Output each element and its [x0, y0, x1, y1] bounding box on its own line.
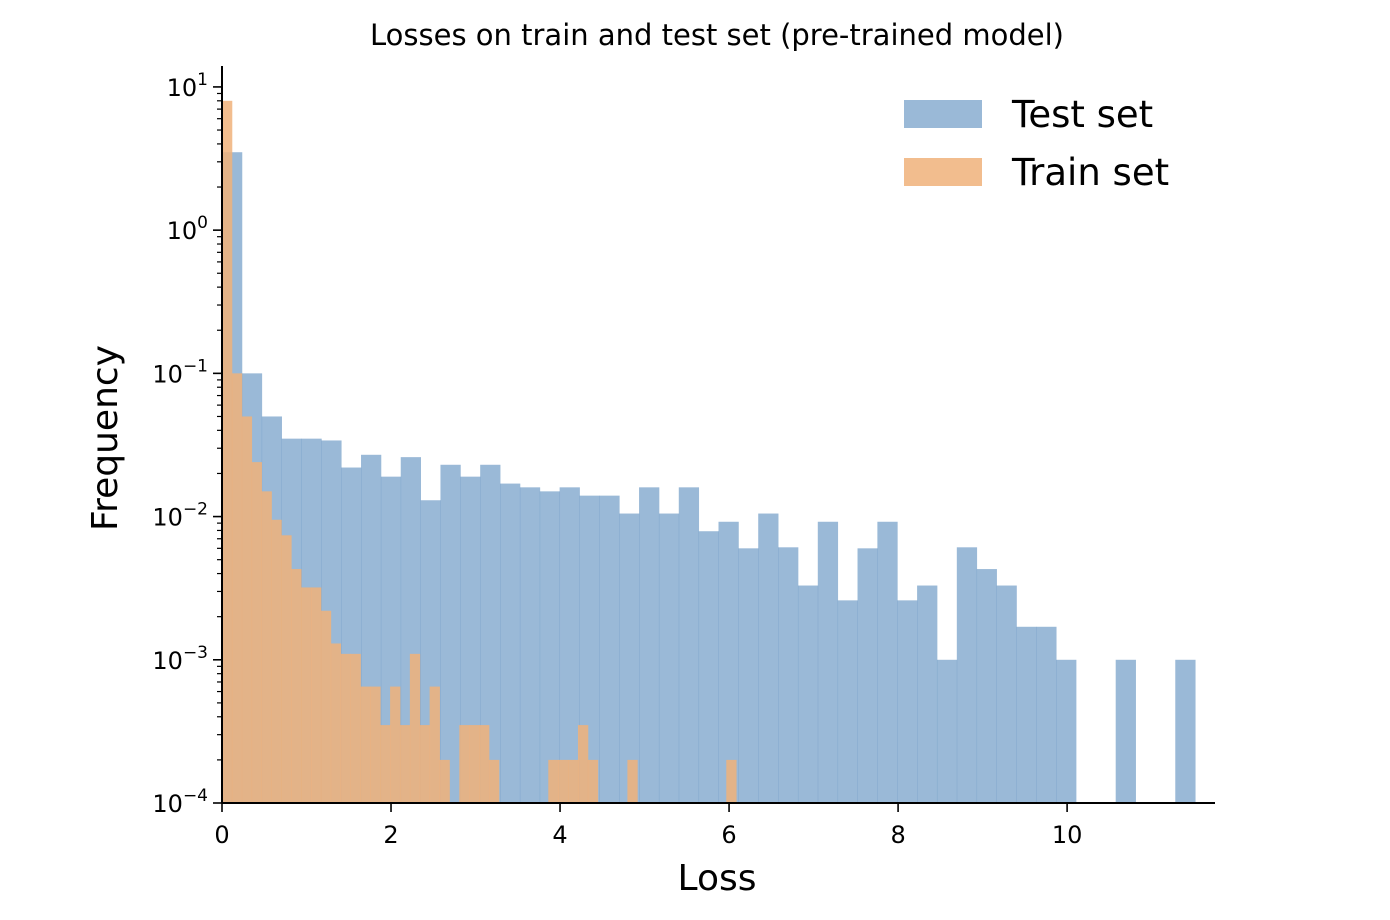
x-tick-label: 10 — [1052, 821, 1083, 849]
histogram-bar — [568, 759, 579, 803]
y-tick-label: 10−2 — [152, 500, 208, 532]
histogram-bar — [778, 547, 799, 803]
histogram-bar — [241, 416, 253, 803]
tick-labels: 0 2 4 6 8 10 10−4 10−3 10−2 10−1 100 101 — [152, 70, 1082, 849]
histogram-bar — [996, 585, 1017, 803]
histogram-bar — [231, 373, 243, 803]
x-tick-label: 4 — [552, 821, 567, 849]
legend-label: Test set — [1011, 93, 1153, 136]
histogram-bar — [350, 653, 361, 803]
histogram-bar — [627, 759, 638, 803]
histogram-bar — [877, 521, 898, 803]
histogram-bar — [639, 487, 660, 803]
histogram-bar — [360, 686, 371, 803]
histogram-bar — [281, 535, 292, 803]
legend-swatch — [904, 100, 982, 128]
histogram-bar — [459, 725, 470, 803]
histogram-bar — [301, 587, 312, 803]
histogram-bar — [439, 759, 450, 803]
histogram-bar — [698, 531, 719, 803]
y-tick-label: 101 — [167, 70, 208, 102]
histogram-bar — [587, 759, 599, 803]
histogram-bar — [261, 491, 272, 803]
histogram-bar — [399, 725, 411, 803]
histogram-bar — [837, 600, 858, 803]
histogram-bar — [976, 569, 997, 803]
histogram-bar — [380, 725, 391, 803]
histogram-bar — [956, 547, 978, 803]
histogram-bar — [419, 725, 431, 803]
histogram-bar — [488, 759, 500, 803]
histogram-bar — [658, 513, 680, 803]
histogram-bar — [291, 569, 302, 803]
histogram-bar — [370, 686, 381, 803]
histogram-bar — [519, 487, 541, 803]
histogram-bar — [558, 759, 569, 803]
histogram-bar — [340, 653, 351, 803]
histogram-bar — [857, 548, 878, 803]
histogram-bars — [222, 100, 1196, 804]
histogram-bar — [936, 659, 958, 803]
y-axis-label: Frequency — [85, 345, 126, 531]
histogram-bar — [222, 100, 233, 803]
histogram-bar — [271, 519, 282, 803]
histogram-bar — [429, 686, 440, 803]
histogram-bar — [330, 643, 342, 803]
y-tick-label: 10−1 — [152, 356, 208, 388]
histogram-bar — [678, 487, 700, 803]
histogram-bar — [817, 521, 839, 803]
histogram-bar — [726, 759, 737, 803]
legend-swatch — [904, 158, 982, 186]
x-tick-label: 2 — [383, 821, 398, 849]
histogram-bar — [539, 491, 561, 803]
histogram-bar — [460, 476, 481, 803]
chart-title: Losses on train and test set (pre-traine… — [370, 18, 1064, 52]
histogram-bar — [320, 610, 332, 803]
axes — [213, 66, 1215, 812]
histogram-bar — [390, 686, 401, 803]
histogram-bar — [1016, 626, 1037, 803]
histogram-bar — [251, 462, 262, 803]
y-tick-label: 10−4 — [152, 786, 208, 818]
histogram-bar — [469, 725, 480, 803]
x-tick-label: 0 — [214, 821, 229, 849]
legend: Test set Train set — [904, 93, 1169, 194]
y-tick-label: 10−3 — [152, 643, 208, 675]
x-tick-label: 8 — [890, 821, 905, 849]
histogram-bar — [897, 600, 918, 803]
histogram-bar — [440, 464, 461, 803]
series-1 — [222, 100, 737, 803]
histogram-bar — [559, 487, 580, 803]
histogram-bar — [1056, 659, 1077, 803]
legend-label: Train set — [1011, 151, 1169, 194]
histogram-bar — [718, 521, 739, 803]
x-axis-label: Loss — [678, 858, 757, 899]
histogram-bar — [1036, 626, 1057, 803]
y-tick-label: 100 — [167, 213, 208, 245]
histogram-bar — [797, 585, 819, 803]
histogram-bar — [917, 585, 938, 803]
x-tick-label: 6 — [721, 821, 736, 849]
histogram-bar — [500, 483, 521, 803]
histogram-bar — [577, 725, 589, 803]
histogram-bar — [619, 513, 640, 803]
histogram-bar — [409, 653, 421, 803]
histogram-bar — [1115, 659, 1136, 803]
histogram-bar — [310, 587, 322, 803]
histogram-bar — [1175, 659, 1196, 803]
histogram-bar — [479, 725, 490, 803]
histogram-bar — [758, 513, 779, 803]
histogram-bar — [599, 495, 620, 803]
histogram-bar — [548, 759, 559, 803]
histogram-bar — [738, 548, 759, 803]
histogram-bar — [480, 464, 501, 803]
